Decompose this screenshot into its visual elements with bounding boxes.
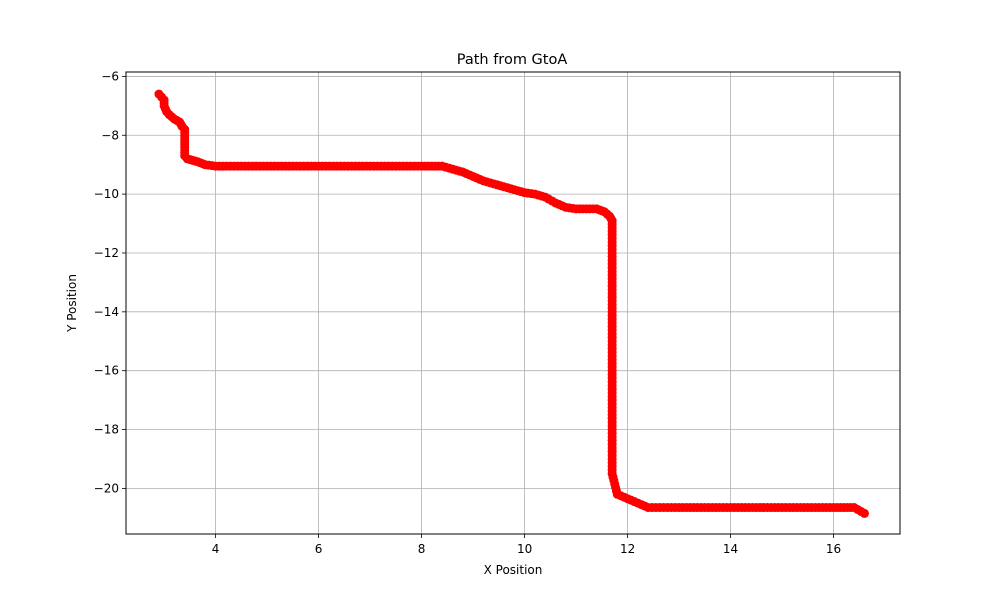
y-tick-label: −10 xyxy=(94,187,119,201)
x-tick-label: 12 xyxy=(620,542,635,556)
chart-title: Path from GtoA xyxy=(457,52,568,68)
y-tick-label: −16 xyxy=(94,364,119,378)
y-tick-label: −18 xyxy=(94,423,119,437)
x-tick-label: 6 xyxy=(315,542,323,556)
x-axis-label: X Position xyxy=(484,563,543,577)
x-tick-label: 8 xyxy=(418,542,426,556)
y-tick-label: −14 xyxy=(94,305,119,319)
x-axis-ticks: 4 6 8 10 12 14 16 xyxy=(212,534,841,556)
x-tick-label: 10 xyxy=(517,542,532,556)
path-point xyxy=(859,508,869,518)
x-tick-label: 14 xyxy=(723,542,738,556)
y-axis-label: Y Position xyxy=(65,274,79,333)
y-tick-label: −6 xyxy=(101,69,119,83)
y-axis-ticks: −6 −8 −10 −12 −14 −16 −18 −20 xyxy=(94,69,126,495)
y-tick-label: −8 xyxy=(101,128,119,142)
x-tick-label: 16 xyxy=(826,542,841,556)
path-points xyxy=(154,89,869,518)
x-tick-label: 4 xyxy=(212,542,220,556)
grid-lines xyxy=(126,72,900,534)
y-tick-label: −20 xyxy=(94,481,119,495)
plot-frame xyxy=(125,71,901,535)
y-tick-label: −12 xyxy=(94,246,119,260)
